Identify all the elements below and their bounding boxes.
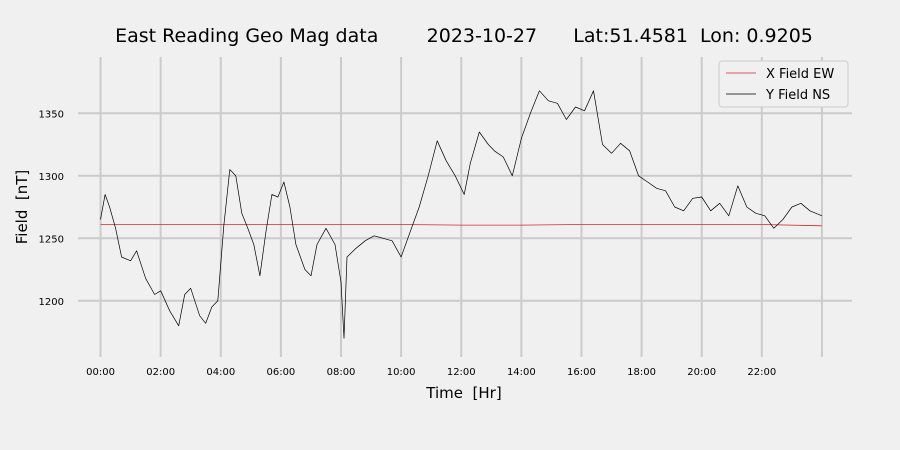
series-lines (100, 90, 823, 339)
x-tick-label: 06:00 (266, 367, 295, 378)
x-tick-label: 10:00 (387, 367, 416, 378)
x-axis-label: Time [Hr] (425, 384, 501, 402)
x-tick-label: 22:00 (747, 367, 776, 378)
legend: X Field EW Y Field NS (718, 60, 849, 108)
x-tick-label: 12:00 (447, 367, 476, 378)
series-line-y-field (100, 90, 823, 339)
legend-box (718, 60, 849, 108)
legend-label-x-field: X Field EW (766, 67, 834, 82)
y-tick-label: 1250 (39, 234, 64, 245)
x-tick-label: 00:00 (86, 367, 115, 378)
x-tick-label: 16:00 (567, 367, 596, 378)
x-tick-label: 02:00 (146, 367, 175, 378)
x-tick-label: 14:00 (507, 367, 536, 378)
tick-labels: 00:00 02:00 04:00 06:00 08:00 10:00 12:00 14:00… (39, 109, 777, 378)
chart-title: East Reading Geo Mag data 2023-10-27 Lat… (115, 25, 813, 47)
series-line-x-field (100, 224, 822, 227)
y-tick-label: 1200 (39, 297, 64, 308)
x-tick-label: 20:00 (687, 367, 716, 378)
y-tick-label: 1300 (39, 172, 64, 183)
legend-label-y-field: Y Field NS (765, 88, 830, 103)
y-axis-label: Field [nT] (13, 170, 31, 245)
x-tick-label: 04:00 (206, 367, 235, 378)
x-tick-label: 08:00 (327, 367, 356, 378)
x-tick-label: 18:00 (627, 367, 656, 378)
y-tick-label: 1350 (39, 109, 64, 120)
